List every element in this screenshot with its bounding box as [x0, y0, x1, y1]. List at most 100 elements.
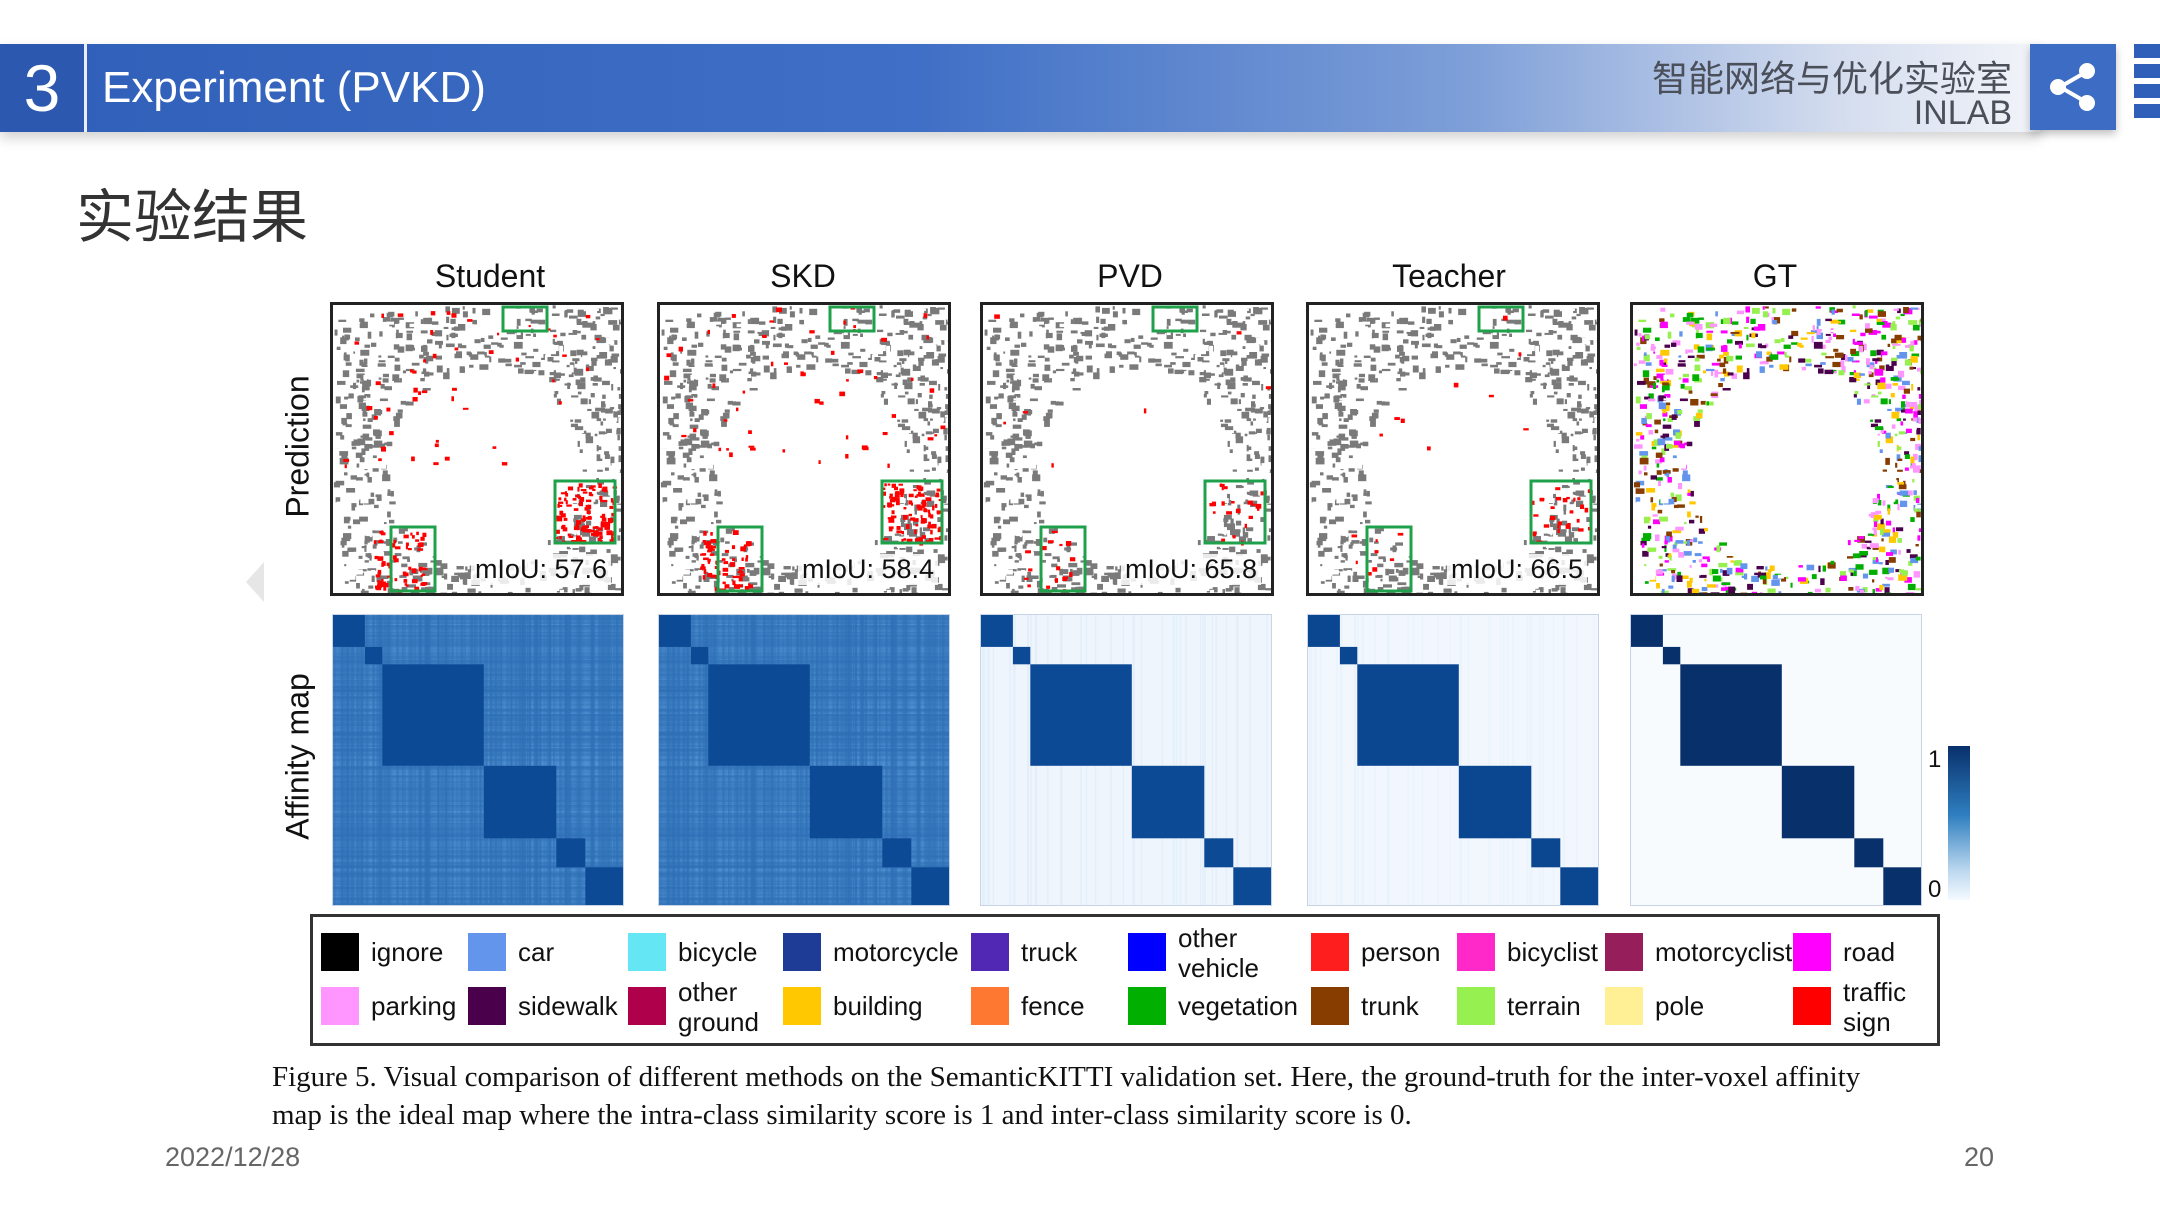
affinity-block: [1662, 646, 1681, 665]
legend-label: vegetation: [1178, 991, 1298, 1021]
affinity-block: [1854, 838, 1884, 868]
legend-label: fence: [1021, 991, 1085, 1021]
legend-label: parking: [371, 991, 457, 1021]
affinity-block: [1308, 615, 1340, 647]
caption-line-2: map is the ideal map where the intra-cla…: [272, 1099, 1412, 1131]
legend-label: other ground: [678, 977, 759, 1037]
legend-swatch: [1311, 987, 1349, 1025]
legend-swatch: [1793, 933, 1831, 971]
legend-swatch: [468, 987, 506, 1025]
affinity-block: [556, 838, 586, 868]
legend-swatch: [468, 933, 506, 971]
legend-swatch: [628, 933, 666, 971]
legend-label: motorcyclist: [1655, 937, 1793, 967]
legend-label: truck: [1021, 937, 1078, 967]
miou-label: mIoU: 65.8: [1120, 554, 1261, 585]
legend-label: traffic sign: [1843, 977, 1907, 1037]
legend-swatch: [783, 987, 821, 1025]
affinity-gt: [1630, 614, 1922, 906]
affinity-block: [708, 664, 810, 766]
error-points: [343, 311, 618, 593]
legend-swatch: [1605, 987, 1643, 1025]
footer-date: 2022/12/28: [165, 1142, 301, 1172]
affinity-pvd: [980, 614, 1272, 906]
legend-label: car: [518, 937, 555, 967]
point-cloud: [333, 305, 621, 593]
edge-stripes: [2134, 44, 2160, 132]
point-cloud: [1309, 305, 1597, 593]
prev-slide-arrow-icon[interactable]: [246, 562, 264, 602]
affinity-block: [1458, 765, 1532, 839]
affinity-block: [1233, 867, 1271, 905]
header-bar: [0, 44, 2040, 132]
col-title-teacher: Teacher: [1392, 258, 1506, 294]
highlight-box: [1365, 525, 1413, 593]
highlight-box: [553, 479, 617, 545]
highlight-box: [1203, 479, 1267, 545]
col-title-pvd: PVD: [1097, 258, 1163, 294]
legend-label: bicyclist: [1507, 937, 1599, 967]
error-points: [664, 306, 946, 593]
lab-name: 智能网络与优化实验室: [1651, 59, 2012, 100]
highlight-box: [1039, 525, 1087, 593]
legend-swatch: [321, 933, 359, 971]
legend-label: sidewalk: [518, 991, 618, 1021]
legend-swatch: [783, 933, 821, 971]
legend-swatch: [971, 987, 1009, 1025]
colorbar: [1948, 746, 1970, 900]
point-cloud: [660, 305, 948, 593]
legend-swatch: [1457, 933, 1495, 971]
affinity-block: [1030, 664, 1132, 766]
affinity-block: [333, 615, 365, 647]
row-label-prediction: Prediction: [279, 375, 316, 518]
legend-label: terrain: [1507, 991, 1581, 1021]
point-cloud: [1633, 305, 1921, 593]
affinity-block: [981, 615, 1013, 647]
share-button[interactable]: [2030, 44, 2116, 130]
highlight-box: [828, 305, 876, 333]
row-label-affinity: Affinity map: [279, 673, 316, 840]
affinity-block: [1531, 838, 1561, 868]
affinity-skd: [658, 614, 950, 906]
legend-label: building: [833, 991, 923, 1021]
affinity-block: [1631, 615, 1663, 647]
affinity-block: [1680, 664, 1782, 766]
col-title-gt: GT: [1752, 258, 1798, 294]
affinity-block: [1781, 765, 1855, 839]
prediction-gt: [1630, 302, 1924, 596]
affinity-block: [364, 646, 383, 665]
prediction-teacher: mIoU: 66.5: [1306, 302, 1600, 596]
affinity-block: [1560, 867, 1598, 905]
highlight-box: [1151, 305, 1199, 333]
colorbar-min-label: 0: [1928, 876, 1942, 903]
highlight-box: [880, 479, 944, 545]
colorbar-max-label: 1: [1928, 746, 1942, 773]
affinity-student: [332, 614, 624, 906]
affinity-block: [1131, 765, 1205, 839]
lab-abbr: INLAB: [1913, 94, 2012, 132]
legend-swatch: [1605, 933, 1643, 971]
legend: ignore car bicycle motorcycle truck other vehi…: [310, 914, 1940, 1046]
highlight-box: [501, 305, 549, 333]
slide-title: Experiment (PVKD): [102, 63, 486, 112]
affinity-block: [690, 646, 709, 665]
figure-caption: Figure 5. Visual comparison of different…: [272, 1058, 1992, 1134]
error-points: [994, 314, 1271, 593]
legend-swatch: [1128, 933, 1166, 971]
affinity-block: [1012, 646, 1031, 665]
legend-label: trunk: [1361, 991, 1419, 1021]
point-cloud: [983, 305, 1271, 593]
caption-line-1: Figure 5. Visual comparison of different…: [272, 1061, 1861, 1093]
affinity-block: [382, 664, 484, 766]
col-title-skd: SKD: [770, 258, 836, 294]
highlight-box: [716, 525, 764, 593]
section-title: 实验结果: [76, 183, 309, 251]
highlight-box: [389, 525, 437, 593]
affinity-block: [585, 867, 623, 905]
legend-swatch: [971, 933, 1009, 971]
affinity-teacher: [1307, 614, 1599, 906]
prediction-skd: mIoU: 58.4: [657, 302, 951, 596]
legend-label: ignore: [371, 937, 444, 967]
legend-label: motorcycle: [833, 937, 959, 967]
legend-label: bicycle: [678, 937, 758, 967]
